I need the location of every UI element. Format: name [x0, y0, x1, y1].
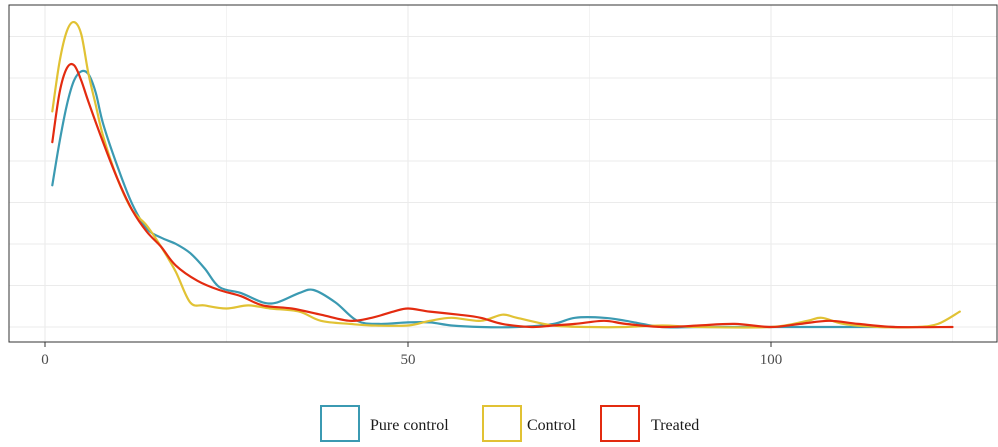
legend-label-0: Pure control	[370, 417, 449, 434]
panel-background	[9, 5, 997, 342]
legend-key-0	[320, 405, 360, 442]
legend-key-1	[482, 405, 522, 442]
x-tick-label: 50	[401, 352, 416, 368]
legend-label-2: Treated	[651, 417, 699, 434]
x-tick-label: 0	[41, 352, 49, 368]
legend-key-2	[600, 405, 640, 442]
panel-border	[8, 4, 998, 343]
x-tick-label: 100	[760, 352, 783, 368]
legend-label-1: Control	[527, 417, 576, 434]
series-line-2	[51, 62, 954, 329]
series-line-0	[51, 69, 896, 329]
legend: Pure control Control Treated	[320, 405, 699, 442]
grid	[9, 5, 997, 342]
x-axis: 0 50 100	[41, 342, 782, 368]
series-lines	[51, 20, 961, 329]
